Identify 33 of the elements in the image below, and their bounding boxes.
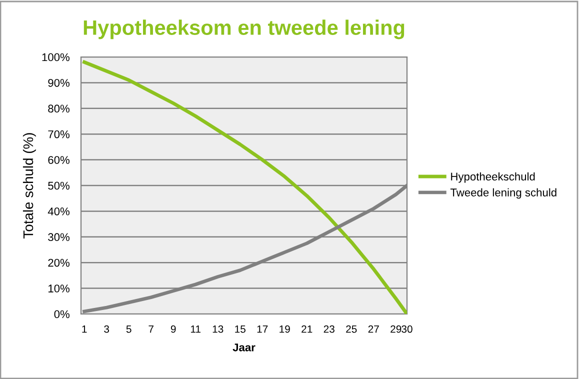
chart-title: Hypotheeksom en tweede lening [84, 20, 404, 40]
y-tick-label: 100% [42, 53, 70, 62]
x-tick-label: 13 [212, 325, 224, 333]
y-tick-label: 70% [48, 130, 70, 138]
y-tick-label: 30% [48, 233, 70, 242]
x-tick-label: 3 [104, 325, 110, 333]
x-tick-label: 9 [170, 325, 176, 333]
y-axis-title: Totale schuld (%) [22, 133, 36, 238]
line-series [82, 60, 407, 314]
x-tick-label: 11 [190, 325, 200, 333]
x-axis-title: Jaar [232, 344, 256, 352]
y-tick-label: 10% [48, 284, 70, 292]
x-tick-label: 7 [148, 325, 154, 333]
x-tick-label: 5 [126, 325, 132, 333]
x-tick-label: 15 [235, 325, 246, 333]
legend-label: Hypotheekschuld [451, 172, 535, 183]
y-tick-label: 90% [48, 78, 70, 87]
x-tick-label: 19 [280, 325, 290, 333]
legend-label: Tweede lening schuld [450, 188, 556, 199]
y-tick-label: 0% [54, 310, 70, 318]
x-tick-label: 17 [257, 325, 268, 333]
x-tick-label: 1 [82, 325, 87, 333]
x-tick-label: 25 [346, 325, 357, 333]
y-tick-label: 60% [48, 156, 70, 164]
y-tick-label: 50% [48, 182, 70, 190]
y-tick-label: 40% [48, 207, 70, 216]
y-tick-label: 80% [48, 104, 70, 113]
x-tick-label: 21 [302, 325, 312, 333]
x-tick-label: 23 [324, 325, 334, 333]
x-tick-label: 29 [390, 325, 402, 333]
x-tick-label: 30 [402, 325, 412, 333]
y-tick-label: 20% [48, 258, 70, 267]
x-tick-label: 27 [368, 325, 379, 333]
